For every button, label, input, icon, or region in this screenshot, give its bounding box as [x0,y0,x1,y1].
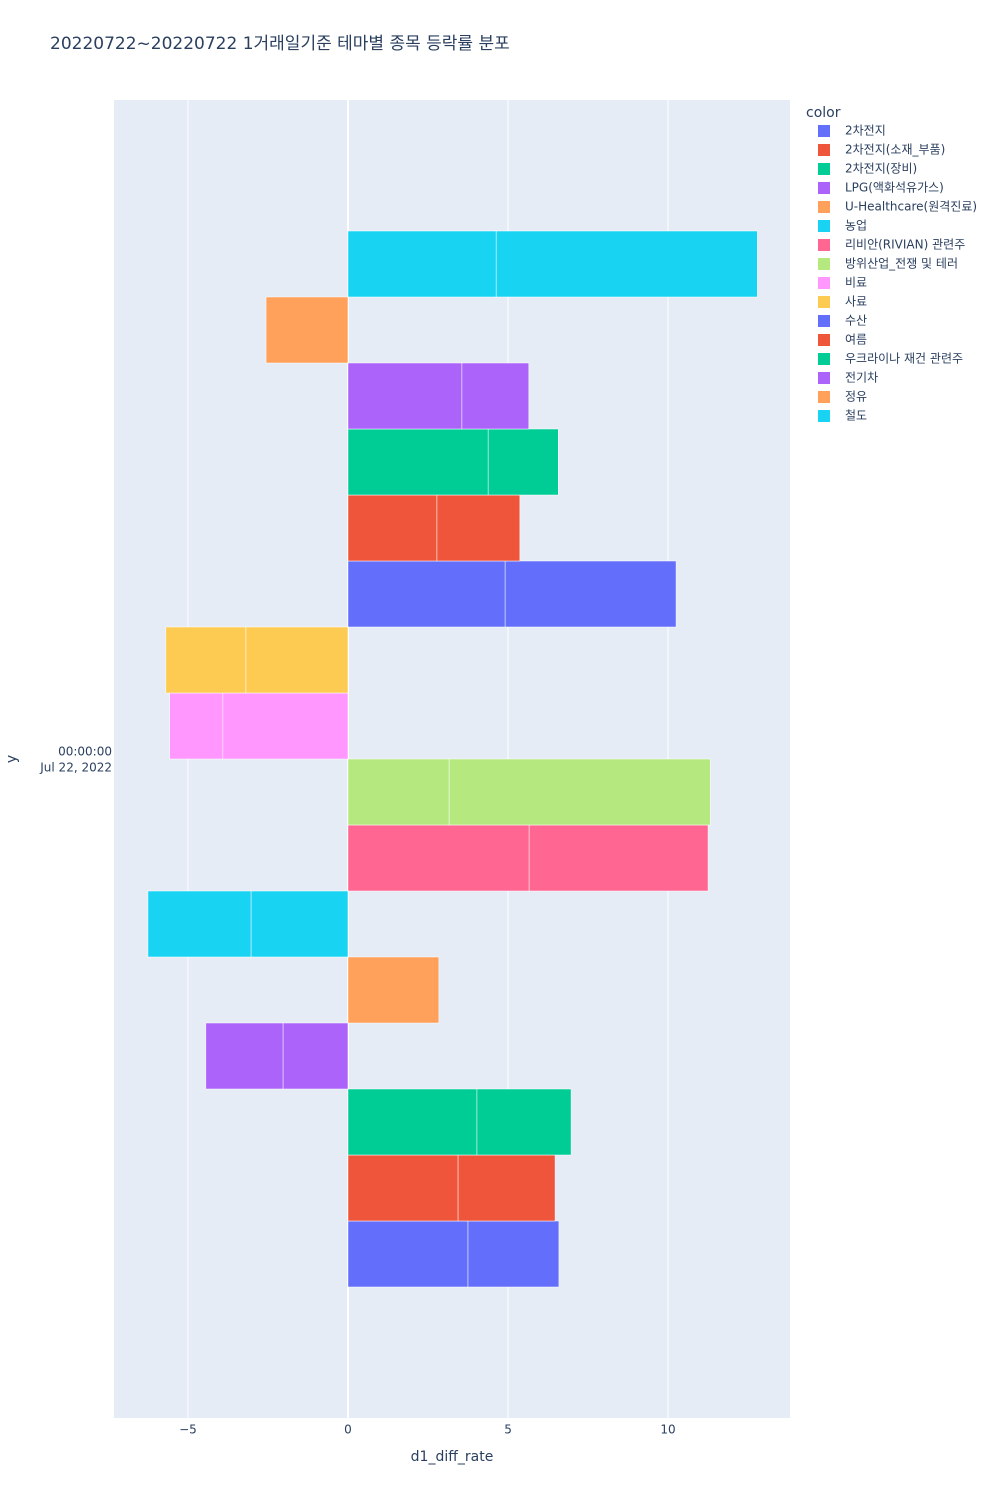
bar [347,230,497,298]
bar [347,758,450,826]
legend-label: 리비안(RIVIAN) 관련주 [845,238,965,252]
bar [347,956,440,1024]
bar [245,626,349,694]
legend-swatch [818,239,830,251]
bar [347,362,463,430]
legend-label: 방위산업_전쟁 및 테러 [845,257,958,271]
legend-swatch [818,125,830,137]
legend-swatch [818,334,830,346]
bar [222,692,349,760]
legend-swatch [818,144,830,156]
legend-swatch [818,410,830,422]
bar [347,1154,459,1222]
x-tick-label: −5 [179,1423,197,1437]
legend-swatch [818,296,830,308]
legend-label: 사료 [845,295,867,309]
legend-label: 정유 [845,390,867,404]
bar [504,560,677,628]
legend-swatch [818,277,830,289]
legend-label: 비료 [845,276,867,290]
legend-swatch [818,353,830,365]
legend-title: color [806,105,841,121]
legend-label: 여름 [845,333,867,347]
bar [457,1154,556,1222]
legend-swatch [818,258,830,270]
bar [476,1088,572,1156]
bar [436,494,521,562]
bar [250,890,349,958]
bar [467,1220,560,1288]
legend-swatch [818,182,830,194]
y-tick-label: Jul 22, 2022 [39,761,112,775]
bar [165,626,247,694]
bar [448,758,711,826]
legend-swatch [818,220,830,232]
bar [169,692,224,760]
bar [347,560,506,628]
bar [495,230,758,298]
legend-label: 전기차 [845,371,878,385]
legend-swatch [818,315,830,327]
legend-label: LPG(액화석유가스) [845,181,944,195]
x-axis-title: d1_diff_rate [411,1449,494,1465]
legend-label: 철도 [845,409,867,423]
legend-label: 농업 [845,219,867,233]
x-tick-label: 0 [344,1423,352,1437]
legend-label: 2차전지(장비) [845,162,917,176]
legend-label: U-Healthcare(원격진료) [845,200,977,214]
legend-swatch [818,391,830,403]
bar [147,890,252,958]
legend-swatch [818,163,830,175]
legend-label: 2차전지(소재_부품) [845,143,945,157]
x-tick-label: 5 [504,1423,512,1437]
x-tick-label: 10 [660,1423,675,1437]
legend-label: 우크라이나 재건 관련주 [845,352,963,366]
legend-label: 2차전지 [845,124,886,138]
bar [347,428,489,496]
legend-swatch [818,372,830,384]
y-tick-label: 00:00:00 [58,745,112,759]
bar [282,1022,349,1090]
y-axis-title: y [4,755,20,763]
legend-label: 수산 [845,314,867,328]
chart-title: 20220722~20220722 1거래일기준 테마별 종목 등락률 분포 [50,34,510,54]
bar [347,1088,478,1156]
bar [347,494,438,562]
bar [528,824,709,892]
bar [265,296,349,364]
bar [487,428,559,496]
legend-swatch [818,201,830,213]
bar [347,1220,469,1288]
bar [347,824,530,892]
bar [461,362,530,430]
bar [205,1022,284,1090]
